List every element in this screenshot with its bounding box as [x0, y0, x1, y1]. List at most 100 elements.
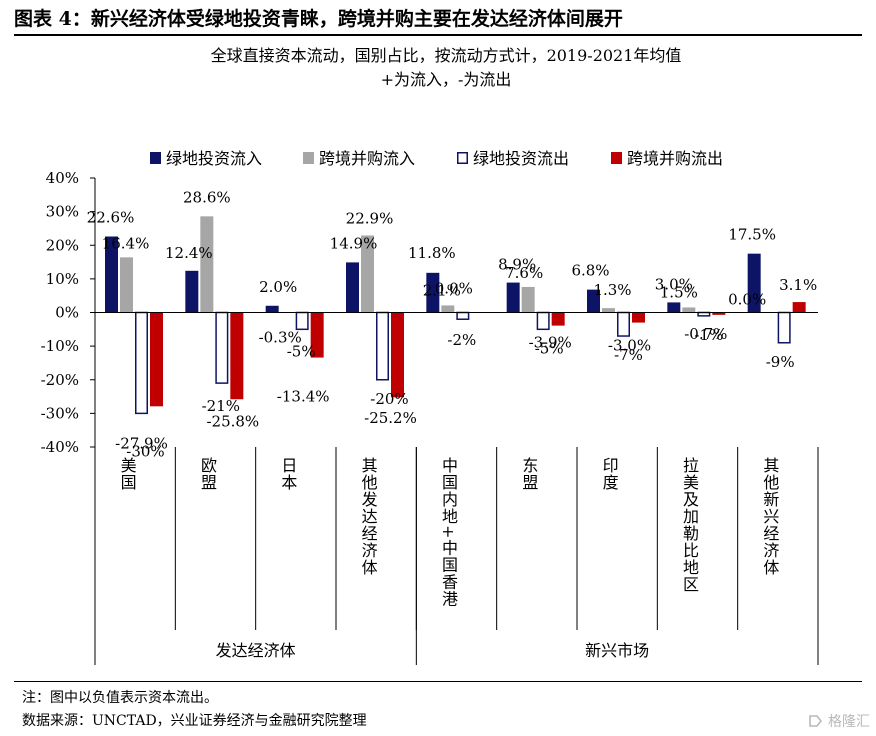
x-category-label: 中国内地+中国香港 — [439, 457, 458, 607]
bar-greenfield-inflow — [185, 270, 199, 313]
footer-rule — [14, 681, 862, 682]
data-label: -3.0% — [608, 337, 651, 355]
legend-label: 跨境并购流入 — [319, 149, 415, 168]
bar-greenfield-inflow — [587, 289, 600, 313]
bar-greenfield-outflow — [697, 311, 711, 317]
bar-greenfield-inflow — [667, 302, 681, 313]
data-label: 22.6% — [87, 209, 135, 227]
chart-subtitle: 全球直接资本流动，国别占比，按流动方式计，2019-2021年均值 — [210, 46, 682, 65]
bar-greenfield-inflow — [105, 236, 118, 313]
data-label: -27.9% — [115, 434, 168, 452]
bar-greenfield-outflow — [295, 311, 309, 331]
bar-ma-outflow — [632, 312, 645, 323]
data-label: -13.4% — [277, 388, 330, 406]
data-label: 11.8% — [408, 244, 456, 262]
data-label: -5% — [535, 339, 564, 357]
y-tick-label: -20% — [41, 371, 79, 389]
bar-greenfield-outflow — [215, 311, 229, 384]
x-category-label: 东盟 — [519, 457, 538, 491]
bar-greenfield-inflow — [506, 282, 520, 313]
legend-swatch — [611, 152, 622, 164]
bar-ma-outflow — [150, 312, 163, 407]
bar-greenfield-inflow — [265, 305, 279, 313]
x-category-label: 拉美及加勒比地区 — [680, 457, 699, 593]
y-tick-label: 20% — [46, 236, 79, 254]
data-label: 7.6% — [505, 264, 543, 282]
y-tick-label: 10% — [46, 270, 79, 288]
data-label: 14.9% — [330, 234, 378, 252]
legend-label: 绿地投资流出 — [473, 149, 569, 168]
data-label: 0.0% — [728, 291, 766, 309]
title-rule — [14, 34, 862, 36]
data-label: 3.0% — [655, 275, 693, 293]
y-tick-label: -40% — [41, 438, 79, 456]
data-label: 12.4% — [165, 244, 213, 262]
x-category-label: 美国 — [118, 457, 137, 491]
data-label: 2.0% — [259, 278, 297, 296]
data-label: 2.1% — [423, 281, 461, 299]
data-label: -9% — [766, 353, 795, 371]
y-tick-label: -30% — [41, 404, 79, 422]
bar-ma-inflow — [682, 307, 696, 313]
watermark-text: 格隆汇 — [828, 714, 870, 730]
x-category-label: 印度 — [600, 457, 619, 491]
bar-ma-inflow — [441, 305, 455, 313]
bar-ma-outflow — [230, 312, 244, 400]
data-label: 17.5% — [728, 226, 776, 244]
data-label: 22.9% — [346, 209, 394, 227]
data-label: -20% — [370, 390, 408, 408]
data-label: -7% — [614, 346, 643, 364]
data-label: 1.5% — [660, 283, 698, 301]
data-label: 16.4% — [102, 234, 150, 252]
legend-swatch — [457, 152, 468, 164]
legend-label: 跨境并购流出 — [627, 149, 723, 168]
bar-ma-inflow — [361, 235, 374, 313]
legend-swatch — [303, 152, 314, 164]
bar-greenfield-outflow — [376, 311, 389, 381]
data-label: -5% — [287, 342, 316, 360]
x-category-label: 其他发达经济体 — [359, 457, 378, 576]
x-category-label: 其他新兴经济体 — [760, 457, 779, 576]
bar-ma-outflow — [712, 312, 726, 315]
bar-greenfield-inflow — [346, 262, 359, 313]
x-category-label: 欧盟 — [198, 457, 217, 491]
data-label: -0.7% — [684, 325, 727, 343]
group-label: 新兴市场 — [585, 641, 649, 660]
watermark-logo-icon — [809, 715, 823, 727]
x-category-label: 日本 — [278, 457, 297, 491]
y-tick-label: 0% — [55, 304, 79, 322]
data-label: -25.8% — [206, 412, 259, 430]
data-label: -1% — [694, 326, 723, 344]
legend-label: 绿地投资流入 — [166, 149, 262, 168]
data-label: -2% — [447, 331, 476, 349]
chart-subtitle-sign-note: +为流入，-为流出 — [380, 70, 512, 89]
legend-swatch — [150, 152, 161, 164]
y-tick-label: 30% — [46, 203, 79, 221]
watermark: 格隆汇 — [807, 711, 870, 731]
bar-ma-inflow — [200, 216, 214, 313]
y-tick-label: 40% — [46, 169, 79, 187]
data-label: -3.9% — [529, 334, 572, 352]
bar-ma-inflow — [602, 308, 615, 313]
bar-greenfield-outflow — [777, 311, 791, 344]
data-label: 28.6% — [183, 188, 231, 206]
bar-chart: 40% 30% 20% 10% 0% -10% -20% -30% -40% 发达经济体 新兴市场 美… — [41, 149, 819, 665]
data-label: -21% — [202, 397, 240, 415]
figure-title: 图表 4：新兴经济体受绿地投资青睐，跨境并购主要在发达经济体间展开 — [14, 8, 623, 30]
group-label: 发达经济体 — [216, 641, 296, 660]
bar-ma-outflow — [792, 302, 806, 313]
data-label: 3.1% — [779, 276, 817, 294]
data-label: 1.3% — [593, 281, 631, 299]
bar-ma-outflow — [310, 312, 324, 358]
bar-greenfield-outflow — [135, 311, 148, 415]
data-label: -30% — [126, 442, 164, 460]
bar-ma-inflow — [521, 286, 535, 313]
bar-greenfield-outflow — [536, 311, 550, 331]
data-source: 数据来源：UNCTAD，兴业证券经济与金融研究院整理 — [22, 713, 367, 729]
bar-greenfield-outflow — [456, 311, 470, 320]
data-label: 6.8% — [571, 262, 609, 280]
bar-greenfield-outflow — [617, 311, 630, 337]
bar-ma-inflow — [120, 257, 133, 313]
bar-greenfield-inflow — [426, 272, 440, 313]
bar-ma-outflow — [391, 312, 404, 398]
